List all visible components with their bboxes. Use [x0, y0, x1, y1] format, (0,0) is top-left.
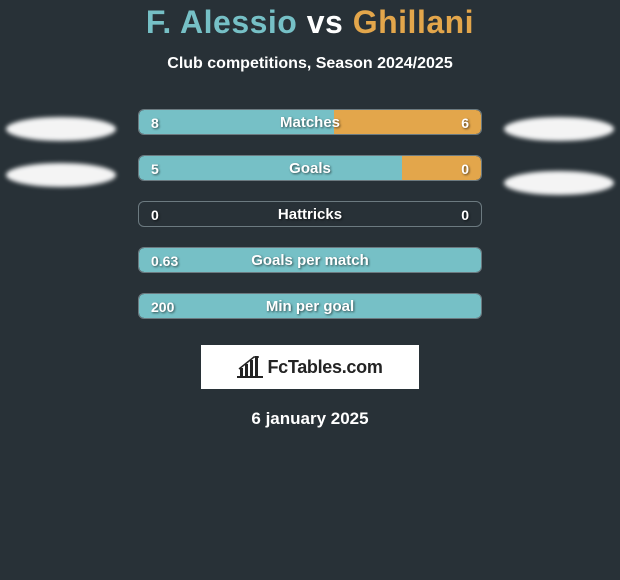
stat-label: Matches: [139, 110, 481, 135]
page-title: F. Alessio vs Ghillani: [0, 4, 620, 41]
comparison-infographic: F. Alessio vs Ghillani Club competitions…: [0, 0, 620, 429]
logo-text: FcTables.com: [267, 357, 382, 378]
shadow-ellipse-left: [6, 117, 116, 141]
stat-row: 200Min per goal: [0, 293, 620, 339]
stat-bar: 86Matches: [138, 109, 482, 135]
bar-chart-icon: [237, 356, 263, 378]
subtitle: Club competitions, Season 2024/2025: [0, 55, 620, 73]
stat-row: 0.63Goals per match: [0, 247, 620, 293]
stat-bar: 00Hattricks: [138, 201, 482, 227]
logo-box: FcTables.com: [201, 345, 419, 389]
stat-label: Min per goal: [139, 294, 481, 319]
stat-row: 86Matches: [0, 109, 620, 155]
title-player1: F. Alessio: [146, 4, 297, 40]
title-player2: Ghillani: [353, 4, 474, 40]
date-text: 6 january 2025: [0, 409, 620, 429]
stat-row: 50Goals: [0, 155, 620, 201]
stats-rows: 86Matches 50Goals 00Hattricks 0.63Goals per…: [0, 109, 620, 339]
stat-bar: 50Goals: [138, 155, 482, 181]
stat-label: Hattricks: [139, 202, 481, 227]
stat-bar: 0.63Goals per match: [138, 247, 482, 273]
stat-label: Goals: [139, 156, 481, 181]
shadow-ellipse-right: [504, 117, 614, 141]
shadow-ellipse-left: [6, 163, 116, 187]
logo: FcTables.com: [237, 356, 382, 378]
title-vs: vs: [307, 4, 344, 40]
stat-bar: 200Min per goal: [138, 293, 482, 319]
stat-label: Goals per match: [139, 248, 481, 273]
stat-row: 00Hattricks: [0, 201, 620, 247]
shadow-ellipse-right: [504, 171, 614, 195]
